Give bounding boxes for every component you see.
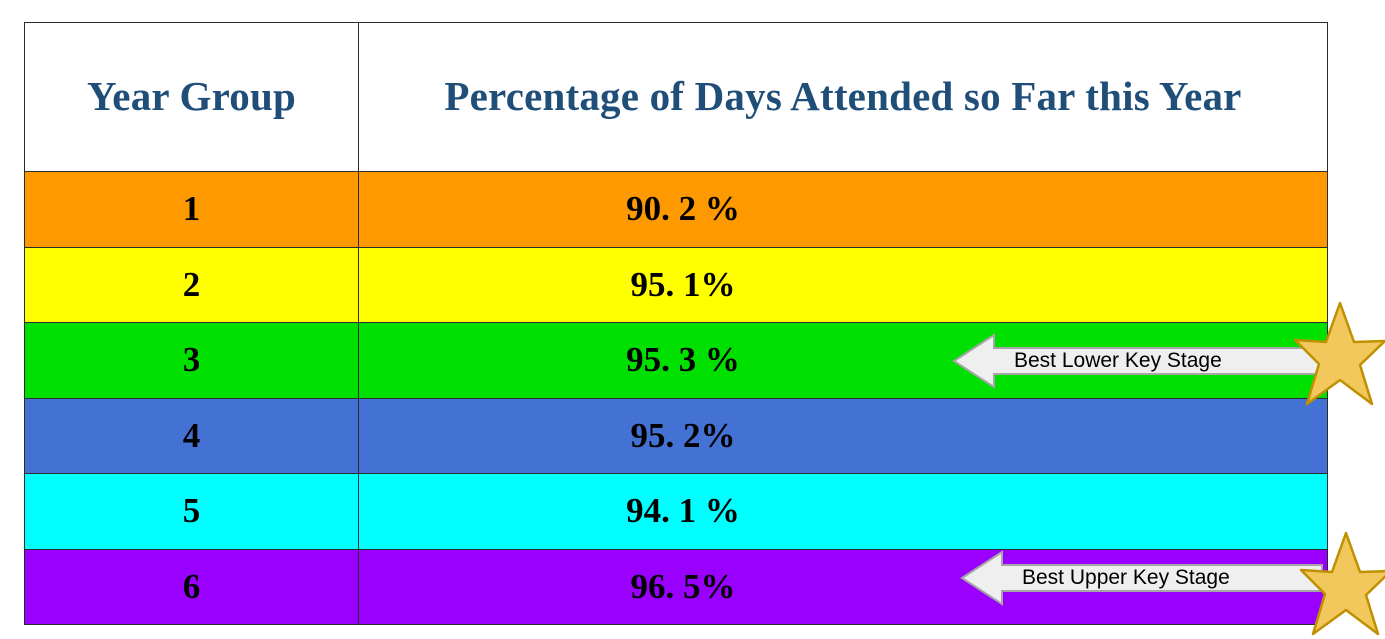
- cell-year-group: 5: [24, 473, 359, 550]
- callout-best-lower-key-stage[interactable]: Best Lower Key Stage: [952, 330, 1332, 392]
- cell-percentage: 90. 2 %: [358, 171, 1328, 248]
- star-icon: [1293, 301, 1385, 406]
- star-icon-upper: [1299, 530, 1385, 638]
- header-cell-year-group: Year Group: [24, 22, 359, 172]
- table-row: 2 95. 1%: [24, 246, 1328, 323]
- cell-percentage: 95. 3 %: [358, 322, 1328, 399]
- percentage-value: 96. 5%: [630, 566, 736, 606]
- cell-year-group: 2: [24, 246, 359, 323]
- callout-label-upper: Best Upper Key Stage: [1022, 566, 1230, 589]
- table-row: 5 94. 1 %: [24, 473, 1328, 550]
- percentage-value: 90. 2 %: [626, 189, 740, 229]
- header-row: Year Group Percentage of Days Attended s…: [24, 22, 1328, 172]
- table-body: 1 90. 2 % 2 95. 1% 3 95. 3 % 4 95. 2% 5: [24, 171, 1328, 625]
- header-label-percentage: Percentage of Days Attended so Far this …: [444, 73, 1242, 120]
- table-row: 4 95. 2%: [24, 397, 1328, 474]
- cell-percentage: 94. 1 %: [358, 473, 1328, 550]
- percentage-value: 95. 3 %: [626, 340, 740, 380]
- percentage-value: 95. 1%: [630, 264, 736, 304]
- percentage-value: 94. 1 %: [626, 491, 740, 531]
- star-icon: [1299, 531, 1385, 636]
- percentage-value: 95. 2%: [630, 415, 736, 455]
- cell-year-group: 4: [24, 397, 359, 474]
- attendance-table: Year Group Percentage of Days Attended s…: [24, 22, 1328, 625]
- star-icon-lower: [1293, 300, 1385, 408]
- callout-label-lower: Best Lower Key Stage: [1014, 349, 1222, 372]
- table-row: 1 90. 2 %: [24, 171, 1328, 248]
- cell-percentage: 95. 1%: [358, 246, 1328, 323]
- table-row: 3 95. 3 %: [24, 322, 1328, 399]
- table-header: Year Group Percentage of Days Attended s…: [24, 22, 1328, 172]
- header-cell-percentage: Percentage of Days Attended so Far this …: [358, 22, 1328, 172]
- cell-year-group: 1: [24, 171, 359, 248]
- cell-year-group: 3: [24, 322, 359, 399]
- cell-year-group: 6: [24, 548, 359, 625]
- header-label-year-group: Year Group: [87, 73, 296, 120]
- cell-percentage: 95. 2%: [358, 397, 1328, 474]
- callout-best-upper-key-stage[interactable]: Best Upper Key Stage: [960, 547, 1332, 609]
